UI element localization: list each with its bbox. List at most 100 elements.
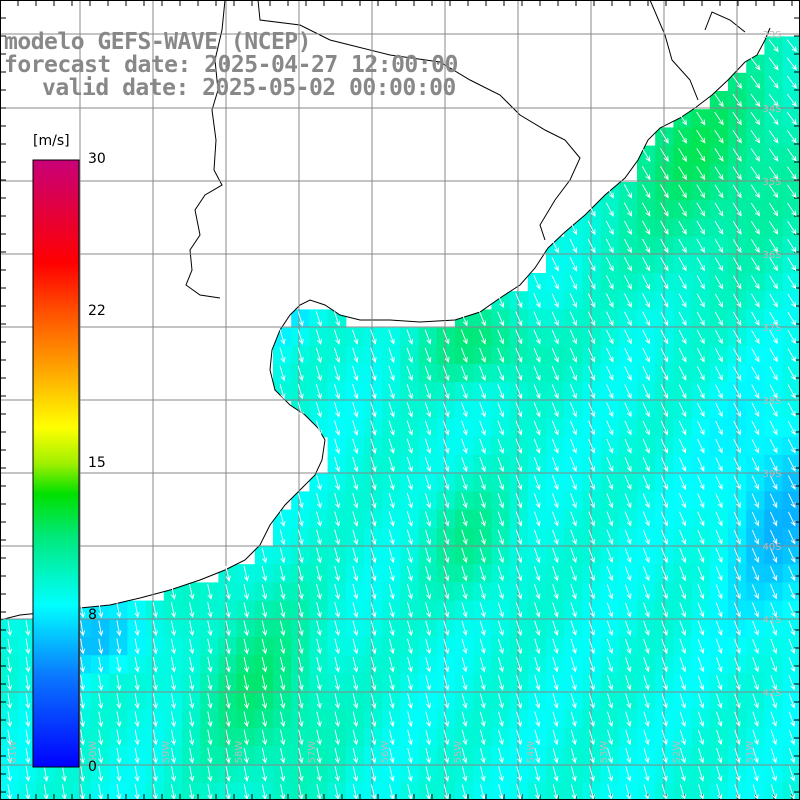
wind-arrow — [660, 420, 668, 436]
wind-arrow — [605, 293, 614, 308]
wind-arrow — [715, 657, 723, 673]
wind-arrow — [334, 675, 340, 691]
wind-arrow — [79, 638, 86, 655]
wind-arrow — [479, 729, 486, 746]
wind-arrow — [352, 620, 359, 637]
wind-arrow — [443, 602, 450, 618]
wind-arrow — [625, 766, 632, 782]
colorbar-tick-label: 22 — [88, 303, 106, 319]
wind-arrow — [170, 602, 177, 619]
wind-arrow — [352, 329, 359, 345]
wind-arrow — [768, 184, 779, 199]
wind-arrow — [606, 402, 614, 418]
wind-arrow — [497, 365, 505, 382]
wind-arrow — [279, 511, 286, 527]
wind-arrow — [280, 747, 286, 764]
wind-arrow — [642, 202, 651, 217]
wind-arrow — [570, 656, 577, 673]
wind-arrow — [406, 402, 413, 418]
wind-arrow — [714, 257, 724, 272]
wind-arrow — [588, 711, 595, 728]
wind-arrow — [788, 602, 796, 618]
wind-arrow — [606, 311, 614, 327]
wind-arrow — [515, 566, 523, 582]
wind-arrow — [697, 711, 705, 727]
wind-arrow — [134, 675, 140, 691]
wind-arrow — [515, 402, 523, 418]
wind-arrow — [279, 675, 286, 691]
wind-arrow — [625, 729, 632, 746]
wind-arrow — [643, 657, 650, 673]
wind-arrow — [643, 711, 650, 728]
wind-arrow — [751, 439, 760, 454]
wind-arrow — [334, 729, 340, 746]
wind-arrow — [225, 766, 231, 782]
wind-arrow — [786, 75, 797, 89]
wind-arrow — [298, 766, 304, 782]
wind-arrow — [479, 402, 486, 418]
wind-arrow — [79, 747, 85, 764]
wind-arrow — [570, 729, 577, 746]
wind-arrow — [624, 347, 632, 363]
wind-arrow — [570, 475, 577, 491]
wind-arrow — [587, 238, 596, 254]
wind-arrow — [406, 475, 413, 491]
wind-arrow — [606, 529, 614, 545]
wind-arrow — [516, 675, 523, 691]
wind-arrow — [79, 729, 85, 746]
wind-arrow — [442, 384, 450, 400]
wind-arrow — [769, 293, 778, 308]
wind-arrow — [316, 602, 322, 619]
wind-arrow — [696, 238, 706, 254]
wind-arrow — [714, 220, 724, 235]
wind-arrow — [7, 747, 13, 764]
wind-arrow — [734, 748, 741, 764]
wind-arrow — [334, 529, 341, 546]
wind-arrow — [407, 747, 413, 764]
wind-arrow — [769, 529, 778, 545]
wind-arrow — [280, 693, 286, 709]
wind-arrow — [407, 620, 413, 637]
wind-arrow — [751, 329, 760, 345]
wind-arrow — [624, 238, 632, 254]
wind-arrow — [714, 148, 724, 162]
wind-arrow — [134, 656, 140, 673]
wind-arrow — [734, 693, 741, 709]
wind-arrow — [570, 620, 577, 636]
wind-cell — [782, 728, 800, 747]
wind-arrow — [352, 438, 359, 455]
wind-arrow — [715, 675, 723, 691]
wind-arrow — [261, 656, 268, 673]
wind-arrow — [442, 347, 450, 363]
wind-arrow — [461, 384, 468, 400]
wind-arrow — [678, 202, 687, 217]
wind-arrow — [752, 729, 759, 746]
wind-arrow — [786, 112, 797, 126]
wind-arrow — [788, 638, 796, 655]
wind-arrow — [225, 675, 231, 691]
wind-arrow — [606, 493, 614, 509]
wind-arrow — [316, 711, 322, 728]
wind-arrow — [498, 729, 504, 746]
wind-arrow — [588, 729, 595, 746]
wind-arrow — [732, 166, 742, 181]
wind-arrow — [697, 729, 705, 746]
wind-arrow — [352, 656, 359, 673]
wind-arrow — [498, 747, 504, 764]
wind-arrow — [733, 348, 742, 363]
longitude-label: 60W — [88, 741, 99, 764]
wind-arrow — [533, 402, 541, 418]
wind-arrow — [261, 693, 268, 709]
wind-arrow — [714, 238, 724, 254]
wind-arrow — [696, 166, 706, 181]
wind-arrow — [589, 784, 595, 800]
wind-arrow — [152, 656, 158, 673]
wind-arrow — [624, 584, 632, 600]
wind-arrow — [461, 729, 468, 746]
wind-arrow — [334, 547, 341, 564]
wind-arrow — [461, 493, 468, 509]
wind-arrow — [443, 438, 450, 454]
wind-arrow — [714, 93, 724, 108]
wind-arrow — [298, 675, 304, 691]
wind-arrow — [261, 638, 268, 655]
